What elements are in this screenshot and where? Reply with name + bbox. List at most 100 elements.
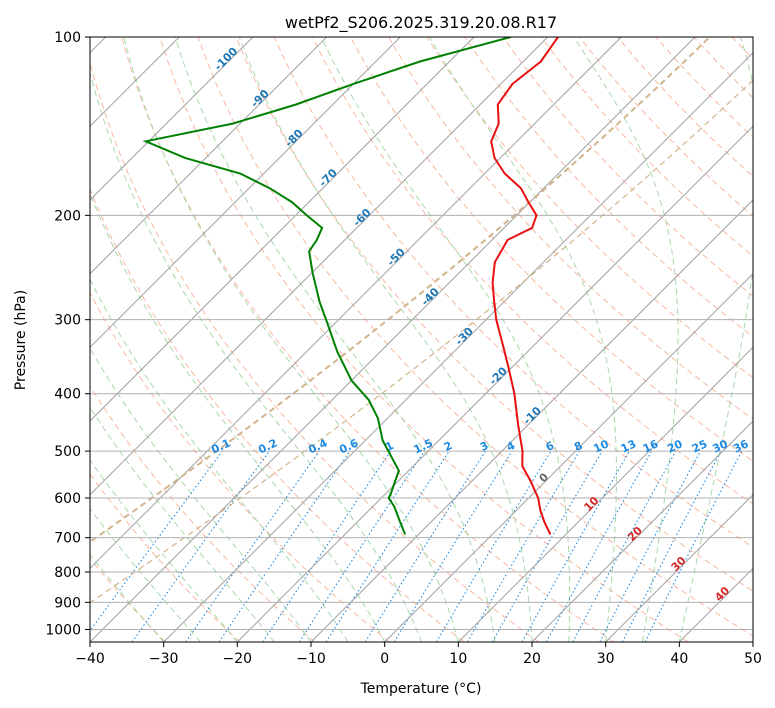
isotherm-line bbox=[90, 37, 254, 201]
moist-adiabat bbox=[429, 37, 617, 642]
temperature-profile-point bbox=[531, 227, 533, 229]
moist-adiabat bbox=[90, 459, 238, 642]
y-tick-label: 100 bbox=[54, 30, 81, 46]
dry-adiabat bbox=[90, 188, 465, 642]
temperature-profile-point bbox=[539, 509, 542, 512]
mixing-ratio-line bbox=[262, 450, 392, 642]
dewpoint-profile-point bbox=[311, 272, 314, 274]
y-tick-label: 500 bbox=[54, 444, 81, 460]
dewpoint-profile-point bbox=[316, 239, 318, 241]
x-tick-label: −30 bbox=[149, 651, 179, 667]
plot-frame bbox=[89, 36, 754, 643]
y-tick-label: 600 bbox=[54, 491, 81, 507]
x-tick-label: 20 bbox=[523, 651, 541, 667]
y-tick-label: 1000 bbox=[45, 622, 81, 638]
x-tick-label: 0 bbox=[380, 651, 389, 667]
temperature-profile-point bbox=[503, 172, 506, 175]
temperature-profile bbox=[490, 37, 559, 535]
dewpoint-profile-point bbox=[352, 83, 355, 85]
isotherm-line bbox=[310, 199, 753, 642]
x-tick-label: −10 bbox=[296, 651, 326, 667]
dewpoint-profile-point bbox=[404, 533, 406, 535]
temperature-profile-point bbox=[501, 343, 504, 346]
temperature-profile-point bbox=[493, 157, 496, 159]
isotherm-line bbox=[236, 125, 753, 642]
dewpoint-profile-point bbox=[398, 470, 400, 472]
dry-adiabat bbox=[350, 37, 753, 462]
isotherm-line bbox=[457, 346, 753, 642]
dry-adiabat bbox=[90, 385, 316, 642]
isotherm-line bbox=[90, 37, 328, 275]
moist-adiabat bbox=[174, 37, 496, 642]
mixing-ratio-line bbox=[218, 450, 351, 642]
moist-adiabat bbox=[90, 192, 386, 642]
mixing-ratio-label: 13 bbox=[619, 437, 638, 455]
dry-adiabat bbox=[388, 37, 753, 420]
x-tick-label: 40 bbox=[670, 651, 688, 667]
mixing-ratio-label: 10 bbox=[591, 437, 611, 455]
temperature-profile-point bbox=[506, 239, 509, 241]
isotherm-line bbox=[90, 37, 622, 570]
temperature-profile-point bbox=[549, 533, 551, 535]
x-axis-label: Temperature (°C) bbox=[360, 681, 482, 697]
x-tick-label: 30 bbox=[597, 651, 615, 667]
y-tick-label: 200 bbox=[54, 208, 81, 224]
temperature-profile-point bbox=[497, 103, 499, 106]
moist-adiabat bbox=[90, 70, 422, 642]
dry-adiabat bbox=[90, 61, 540, 642]
isotherm-line bbox=[384, 272, 753, 642]
temperature-profile-point bbox=[520, 187, 522, 189]
moist-adiabat bbox=[678, 37, 753, 642]
moist-adiabat bbox=[90, 507, 201, 642]
dewpoint-profile-point bbox=[318, 301, 321, 303]
temperature-profile-point bbox=[494, 261, 496, 264]
dewpoint-profile bbox=[142, 37, 512, 535]
temperature-profile-point bbox=[511, 83, 514, 85]
dry-adiabat bbox=[311, 37, 753, 505]
moist-adiabat bbox=[90, 406, 275, 642]
dewpoint-profile-point bbox=[387, 497, 390, 499]
reference-curve bbox=[90, 79, 753, 604]
moist-adiabat bbox=[90, 278, 349, 642]
temperature-profile-point bbox=[497, 122, 500, 125]
mixing-ratio-line bbox=[131, 450, 270, 642]
temperature-profile-point bbox=[507, 365, 510, 368]
temperature-profile-point bbox=[543, 521, 546, 524]
reference-curve bbox=[90, 37, 711, 544]
dry-adiabat bbox=[121, 37, 614, 642]
axes: −40 −30 −20 −10 0 10 20 30 40 50 100 200 300 400 500 60… bbox=[45, 30, 762, 667]
dewpoint-profile-point bbox=[268, 187, 271, 189]
y-tick-label: 300 bbox=[54, 313, 81, 329]
isotherm-line bbox=[90, 37, 475, 422]
x-tick-label: −20 bbox=[223, 651, 253, 667]
isotherm-line bbox=[163, 51, 753, 642]
y-tick-label: 700 bbox=[54, 531, 81, 547]
dewpoint-profile-point bbox=[419, 60, 421, 63]
dewpoint-profile-point bbox=[231, 122, 234, 125]
y-tick-label: 400 bbox=[54, 387, 81, 403]
mixing-ratio-line bbox=[325, 450, 450, 642]
dry-adiabat bbox=[90, 473, 241, 642]
dewpoint-profile-point bbox=[291, 201, 293, 203]
mixing-ratio-label: 30 bbox=[710, 437, 730, 455]
temperature-profile-point bbox=[537, 497, 539, 499]
mixing-ratio-line bbox=[298, 450, 425, 642]
dry-adiabat bbox=[235, 37, 753, 592]
isotherm-line bbox=[90, 37, 549, 496]
temperature-profile-point bbox=[495, 318, 498, 321]
temperature-profile-point bbox=[529, 479, 531, 482]
mixing-ratio-line bbox=[572, 450, 677, 642]
temperature-profile-point bbox=[521, 450, 524, 452]
dry-adiabat bbox=[464, 37, 753, 338]
temperature-profile-point bbox=[517, 423, 519, 425]
mixing-ratio-line bbox=[185, 450, 320, 642]
moist-adiabat bbox=[320, 37, 571, 642]
dry-adiabat bbox=[426, 37, 753, 379]
dewpoint-profile-point bbox=[336, 351, 339, 353]
dewpoint-profile-point bbox=[325, 318, 327, 321]
dry-adiabat bbox=[90, 291, 390, 642]
isotherm-line bbox=[90, 37, 696, 642]
temperature-profile-point bbox=[490, 140, 493, 143]
